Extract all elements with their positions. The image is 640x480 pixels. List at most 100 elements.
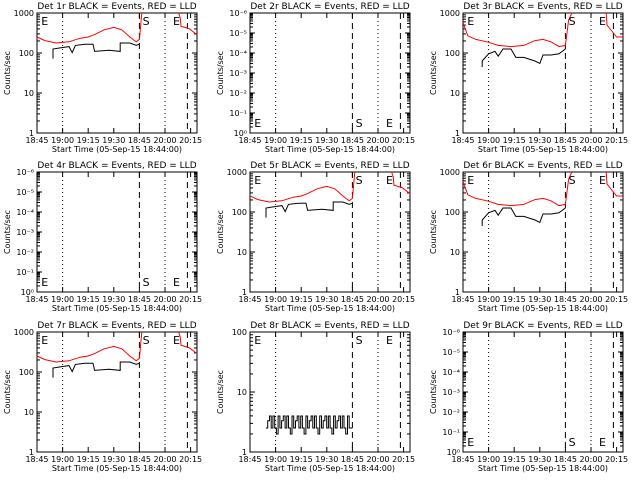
y-tick-label: 100 [19,368,34,377]
y-tick-label: 10⁻³ [16,228,34,237]
y-tick-label: 1000 [14,9,34,18]
marker-label: S [143,334,150,347]
x-tick-label: 20:15 [392,136,415,145]
y-tick-label: 10⁻⁴ [442,368,460,377]
series-line-lld [36,12,143,44]
y-tick-label: 10 [450,248,460,257]
x-tick-label: 19:15 [77,136,100,145]
x-axis-label: Start Time (05-Sep-15 18:44:00) [265,145,395,154]
chart-panel-4: Det 4r BLACK = Events, RED = LLD 10⁰ 10⁻¹ 1… [3,161,202,313]
plot-frame [36,171,198,293]
chart-panel-6: Det 6r BLACK = Events, RED = LLD 1 10 100 10… [429,161,628,313]
marker-label: E [41,276,48,289]
x-axis-label: Start Time (05-Sep-15 18:44:00) [52,304,182,313]
x-tick-label: 20:15 [392,295,415,304]
marker-label: E [254,117,261,130]
y-tick-label: 1000 [14,328,34,337]
y-tick-label: 10⁻⁵ [442,348,460,357]
series-line-events [265,201,353,218]
marker-label: S [143,15,150,28]
x-tick-label: 18:45 [25,455,48,464]
y-tick-label: 10⁰ [21,288,34,297]
series-line-lld [605,171,623,197]
x-tick-label: 19:15 [290,455,313,464]
y-axis-label: Counts/sec [216,51,225,95]
chart-panel-1: Det 1r BLACK = Events, RED = LLD 1 10 100 10… [3,2,202,154]
marker-label: S [569,174,576,187]
chart-panel-8: Det 8r BLACK = Events, RED = LLD 1 10 100 18… [216,321,415,473]
x-tick-label: 19:30 [528,136,551,145]
y-tick-label: 10⁻⁵ [16,188,34,197]
x-tick-label: 20:15 [179,455,202,464]
x-tick-label: 20:00 [366,295,389,304]
x-tick-label: 19:30 [528,295,551,304]
chart-title: Det 1r BLACK = Events, RED = LLD [37,2,196,12]
y-tick-label: 10 [237,248,247,257]
x-tick-label: 18:45 [238,295,261,304]
series-line-lld [249,171,356,203]
x-tick-label: 18:45 [128,295,151,304]
y-tick-label: 10⁻³ [229,69,247,78]
x-tick-label: 19:30 [528,455,551,464]
x-axis-label: Start Time (05-Sep-15 18:44:00) [265,464,395,473]
chart-panel-3: Det 3r BLACK = Events, RED = LLD 1 10 100 10… [429,2,628,154]
chart-title: Det 4r BLACK = Events, RED = LLD [37,161,196,171]
x-tick-label: 19:15 [503,455,526,464]
y-tick-label: 10⁻⁶ [442,328,460,337]
x-tick-label: 18:45 [451,455,474,464]
x-tick-label: 18:45 [554,455,577,464]
marker-label: E [467,436,474,449]
x-tick-label: 19:15 [503,295,526,304]
marker-label: S [356,117,363,130]
x-tick-label: 18:45 [238,136,261,145]
x-tick-label: 19:30 [102,295,125,304]
marker-label: S [143,276,150,289]
y-tick-label: 1 [455,288,460,297]
y-tick-label: 10⁻⁶ [229,9,247,18]
marker-label: E [173,276,180,289]
y-tick-label: 100 [232,328,247,337]
x-tick-label: 19:30 [315,455,338,464]
y-tick-label: 100 [445,49,460,58]
y-tick-label: 10 [24,89,34,98]
x-tick-label: 19:00 [477,455,500,464]
x-tick-label: 19:15 [290,136,313,145]
x-tick-label: 19:00 [264,136,287,145]
x-tick-label: 19:15 [290,295,313,304]
x-axis-label: Start Time (05-Sep-15 18:44:00) [478,145,608,154]
y-tick-label: 10⁻⁵ [229,29,247,38]
y-tick-label: 1000 [440,9,460,18]
x-axis-label: Start Time (05-Sep-15 18:44:00) [478,304,608,313]
plot-frame [462,331,624,453]
x-tick-label: 18:45 [25,136,48,145]
series-line-lld [36,331,143,363]
x-tick-label: 19:00 [51,295,74,304]
x-tick-label: 18:45 [451,136,474,145]
x-axis-label: Start Time (05-Sep-15 18:44:00) [52,145,182,154]
y-tick-label: 10 [450,89,460,98]
y-tick-label: 100 [445,208,460,217]
x-tick-label: 20:15 [179,295,202,304]
chart-title: Det 7r BLACK = Events, RED = LLD [37,321,196,331]
x-axis-label: Start Time (05-Sep-15 18:44:00) [52,464,182,473]
x-tick-label: 19:30 [315,136,338,145]
series-line-events [52,42,140,59]
y-tick-label: 10⁻⁶ [16,168,34,177]
x-tick-label: 19:30 [315,295,338,304]
marker-label: E [173,334,180,347]
y-tick-label: 10⁻² [16,248,34,257]
x-tick-label: 18:45 [128,455,151,464]
chart-title: Det 8r BLACK = Events, RED = LLD [250,321,409,331]
chart-panel-7: Det 7r BLACK = Events, RED = LLD 1 10 100 10… [3,321,202,473]
series-line-lld [391,171,411,195]
plot-frame [36,331,198,453]
series-line-lld [178,12,198,36]
marker-label: E [41,334,48,347]
x-tick-label: 20:00 [579,295,602,304]
marker-label: E [599,15,606,28]
chart-panel-5: Det 5r BLACK = Events, RED = LLD 1 10 100 10… [216,161,415,313]
x-tick-label: 18:45 [128,136,151,145]
marker-label: E [386,174,393,187]
y-axis-label: Counts/sec [3,51,12,95]
y-tick-label: 1 [242,448,247,457]
